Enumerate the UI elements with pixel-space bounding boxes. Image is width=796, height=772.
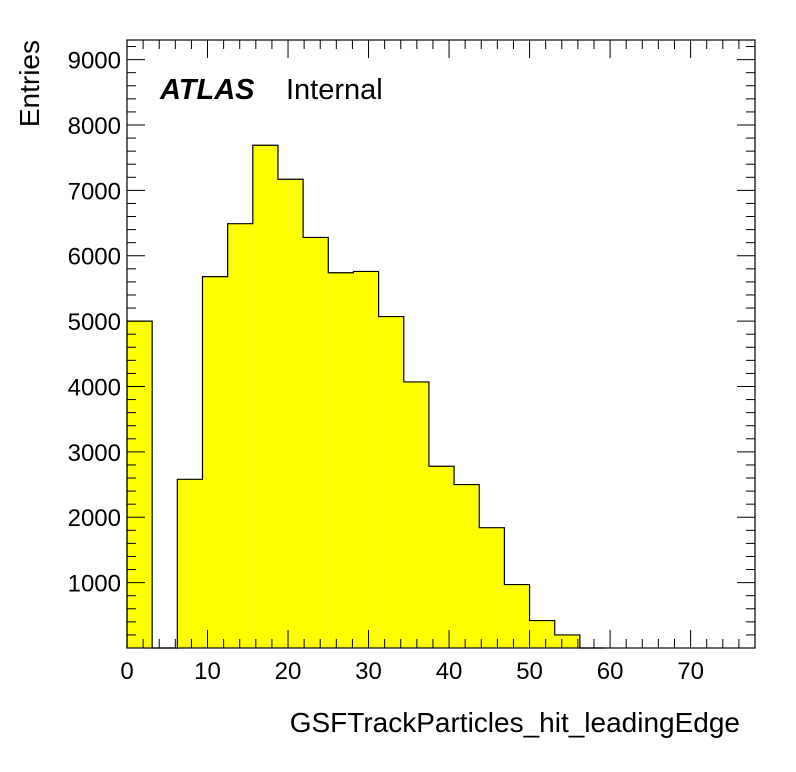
- histogram-bin-9: [353, 271, 379, 648]
- atlas-label: ATLAS: [159, 74, 255, 106]
- axis-ticks: [126, 40, 756, 648]
- y-tick-label: 4000: [68, 374, 121, 401]
- y-tick-labels: 1000 2000 3000 4000 5000 6000 7000 8000 9000: [68, 48, 121, 598]
- histogram-bin-15: [504, 584, 530, 648]
- y-tick-label: 5000: [68, 309, 121, 336]
- y-tick-label: 3000: [68, 440, 121, 467]
- histogram-bin-3: [202, 276, 228, 648]
- histogram-outline: [126, 144, 606, 649]
- histogram-bin-10: [378, 316, 404, 648]
- histogram-bin-12: [428, 466, 455, 648]
- histogram-bin-17: [554, 634, 580, 648]
- histogram-bin-6: [277, 179, 304, 648]
- y-axis-title: Entries: [14, 40, 45, 127]
- histogram-bin-5: [252, 145, 278, 648]
- histogram-bin-2: [177, 479, 203, 648]
- histogram-bars: [126, 144, 606, 649]
- y-tick-label: 2000: [68, 505, 121, 532]
- x-tick-label: 50: [516, 658, 543, 685]
- internal-label: Internal: [286, 74, 383, 106]
- x-axis-title: GSFTrackParticles_hit_leadingEdge: [290, 707, 740, 738]
- x-tick-label: 40: [436, 658, 463, 685]
- y-tick-label: 8000: [68, 113, 121, 140]
- histogram-bin-7: [303, 237, 329, 648]
- plot-frame: [126, 39, 756, 649]
- x-tick-labels: 0 10 20 30 40 50 60 70: [120, 658, 704, 685]
- x-tick-label: 60: [597, 658, 624, 685]
- y-tick-label: 9000: [68, 48, 121, 75]
- x-tick-label: 30: [355, 658, 382, 685]
- y-tick-label: 6000: [68, 244, 121, 271]
- x-tick-label: 20: [275, 658, 302, 685]
- histogram-bin-13: [454, 484, 480, 648]
- y-tick-label: 1000: [68, 571, 121, 598]
- y-tick-label: 7000: [68, 178, 121, 205]
- histogram-bin-4: [227, 223, 253, 648]
- x-tick-label: 0: [120, 658, 133, 685]
- x-tick-label: 70: [677, 658, 704, 685]
- histogram-bin-0: [127, 321, 153, 648]
- histogram-bin-14: [479, 527, 505, 648]
- histogram-bin-11: [403, 381, 429, 648]
- x-tick-label: 10: [194, 658, 221, 685]
- histogram-bin-16: [529, 620, 555, 648]
- histogram-bin-8: [328, 272, 354, 648]
